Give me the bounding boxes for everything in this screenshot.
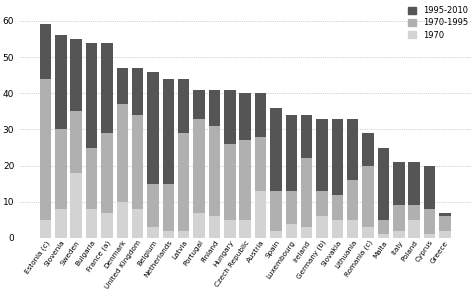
- Bar: [409, 220, 420, 238]
- Bar: [71, 111, 82, 173]
- Bar: [55, 209, 66, 238]
- Bar: [301, 227, 312, 238]
- Bar: [117, 202, 128, 238]
- Bar: [332, 220, 343, 238]
- Bar: [86, 209, 97, 238]
- Bar: [55, 130, 66, 209]
- Bar: [132, 68, 144, 115]
- Bar: [316, 216, 328, 238]
- Bar: [362, 166, 374, 227]
- Bar: [378, 234, 389, 238]
- Bar: [178, 79, 190, 133]
- Bar: [86, 147, 97, 209]
- Bar: [270, 108, 282, 191]
- Bar: [424, 234, 435, 238]
- Bar: [178, 231, 190, 238]
- Bar: [332, 119, 343, 195]
- Bar: [301, 159, 312, 227]
- Bar: [55, 35, 66, 130]
- Bar: [101, 42, 113, 133]
- Bar: [132, 115, 144, 209]
- Bar: [393, 162, 405, 205]
- Bar: [409, 205, 420, 220]
- Bar: [347, 220, 358, 238]
- Bar: [347, 180, 358, 220]
- Bar: [316, 191, 328, 216]
- Bar: [40, 220, 51, 238]
- Bar: [439, 213, 451, 216]
- Bar: [393, 231, 405, 238]
- Bar: [71, 173, 82, 238]
- Bar: [270, 231, 282, 238]
- Bar: [378, 220, 389, 234]
- Bar: [224, 220, 236, 238]
- Bar: [378, 147, 389, 220]
- Bar: [239, 140, 251, 220]
- Bar: [393, 205, 405, 231]
- Bar: [71, 39, 82, 111]
- Bar: [347, 119, 358, 180]
- Bar: [239, 220, 251, 238]
- Bar: [209, 90, 220, 126]
- Bar: [147, 227, 159, 238]
- Bar: [209, 216, 220, 238]
- Bar: [439, 231, 451, 238]
- Bar: [362, 227, 374, 238]
- Bar: [101, 133, 113, 213]
- Bar: [40, 79, 51, 220]
- Bar: [316, 119, 328, 191]
- Bar: [255, 93, 266, 137]
- Bar: [424, 166, 435, 209]
- Bar: [285, 191, 297, 224]
- Bar: [270, 191, 282, 231]
- Bar: [362, 133, 374, 166]
- Bar: [147, 184, 159, 227]
- Bar: [255, 137, 266, 191]
- Bar: [224, 144, 236, 220]
- Bar: [117, 104, 128, 202]
- Bar: [209, 126, 220, 216]
- Bar: [86, 42, 97, 147]
- Legend: 1995-2010, 1970-1995, 1970: 1995-2010, 1970-1995, 1970: [406, 4, 470, 41]
- Bar: [439, 216, 451, 231]
- Bar: [163, 231, 174, 238]
- Bar: [163, 79, 174, 184]
- Bar: [193, 90, 205, 119]
- Bar: [255, 191, 266, 238]
- Bar: [332, 195, 343, 220]
- Bar: [40, 25, 51, 79]
- Bar: [409, 162, 420, 205]
- Bar: [193, 213, 205, 238]
- Bar: [147, 71, 159, 184]
- Bar: [301, 115, 312, 159]
- Bar: [285, 115, 297, 191]
- Bar: [132, 209, 144, 238]
- Bar: [193, 119, 205, 213]
- Bar: [117, 68, 128, 104]
- Bar: [424, 209, 435, 234]
- Bar: [101, 213, 113, 238]
- Bar: [285, 224, 297, 238]
- Bar: [178, 133, 190, 231]
- Bar: [239, 93, 251, 140]
- Bar: [163, 184, 174, 231]
- Bar: [224, 90, 236, 144]
